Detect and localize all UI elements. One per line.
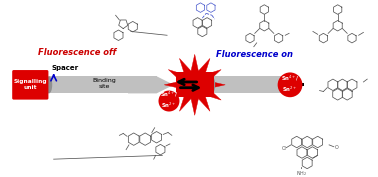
Text: Sn$^{4+}$/
Sn$^{2+}$: Sn$^{4+}$/ Sn$^{2+}$ bbox=[160, 90, 178, 110]
Ellipse shape bbox=[287, 76, 293, 93]
Polygon shape bbox=[164, 54, 225, 115]
Text: Cl: Cl bbox=[282, 146, 287, 151]
Bar bbox=[22, 83, 212, 86]
Text: Sn$^{4+}$/
Sn$^{2+}$: Sn$^{4+}$/ Sn$^{2+}$ bbox=[281, 74, 299, 94]
Bar bbox=[49, 76, 156, 93]
FancyBboxPatch shape bbox=[12, 70, 48, 100]
Bar bbox=[176, 72, 214, 97]
Circle shape bbox=[158, 91, 180, 112]
Text: Fluorescence off: Fluorescence off bbox=[38, 48, 116, 57]
Text: Binding
site: Binding site bbox=[92, 78, 116, 89]
Circle shape bbox=[277, 72, 302, 97]
Bar bbox=[212, 83, 304, 86]
Ellipse shape bbox=[209, 76, 215, 93]
Bar bbox=[212, 76, 290, 93]
Text: O: O bbox=[335, 145, 339, 150]
Text: Fluorescence on: Fluorescence on bbox=[216, 50, 293, 59]
Text: NH$_2$: NH$_2$ bbox=[296, 169, 307, 177]
Text: Spacer: Spacer bbox=[51, 65, 79, 70]
Text: Signalling
unit: Signalling unit bbox=[14, 79, 47, 90]
Ellipse shape bbox=[46, 76, 52, 93]
Polygon shape bbox=[128, 76, 174, 93]
